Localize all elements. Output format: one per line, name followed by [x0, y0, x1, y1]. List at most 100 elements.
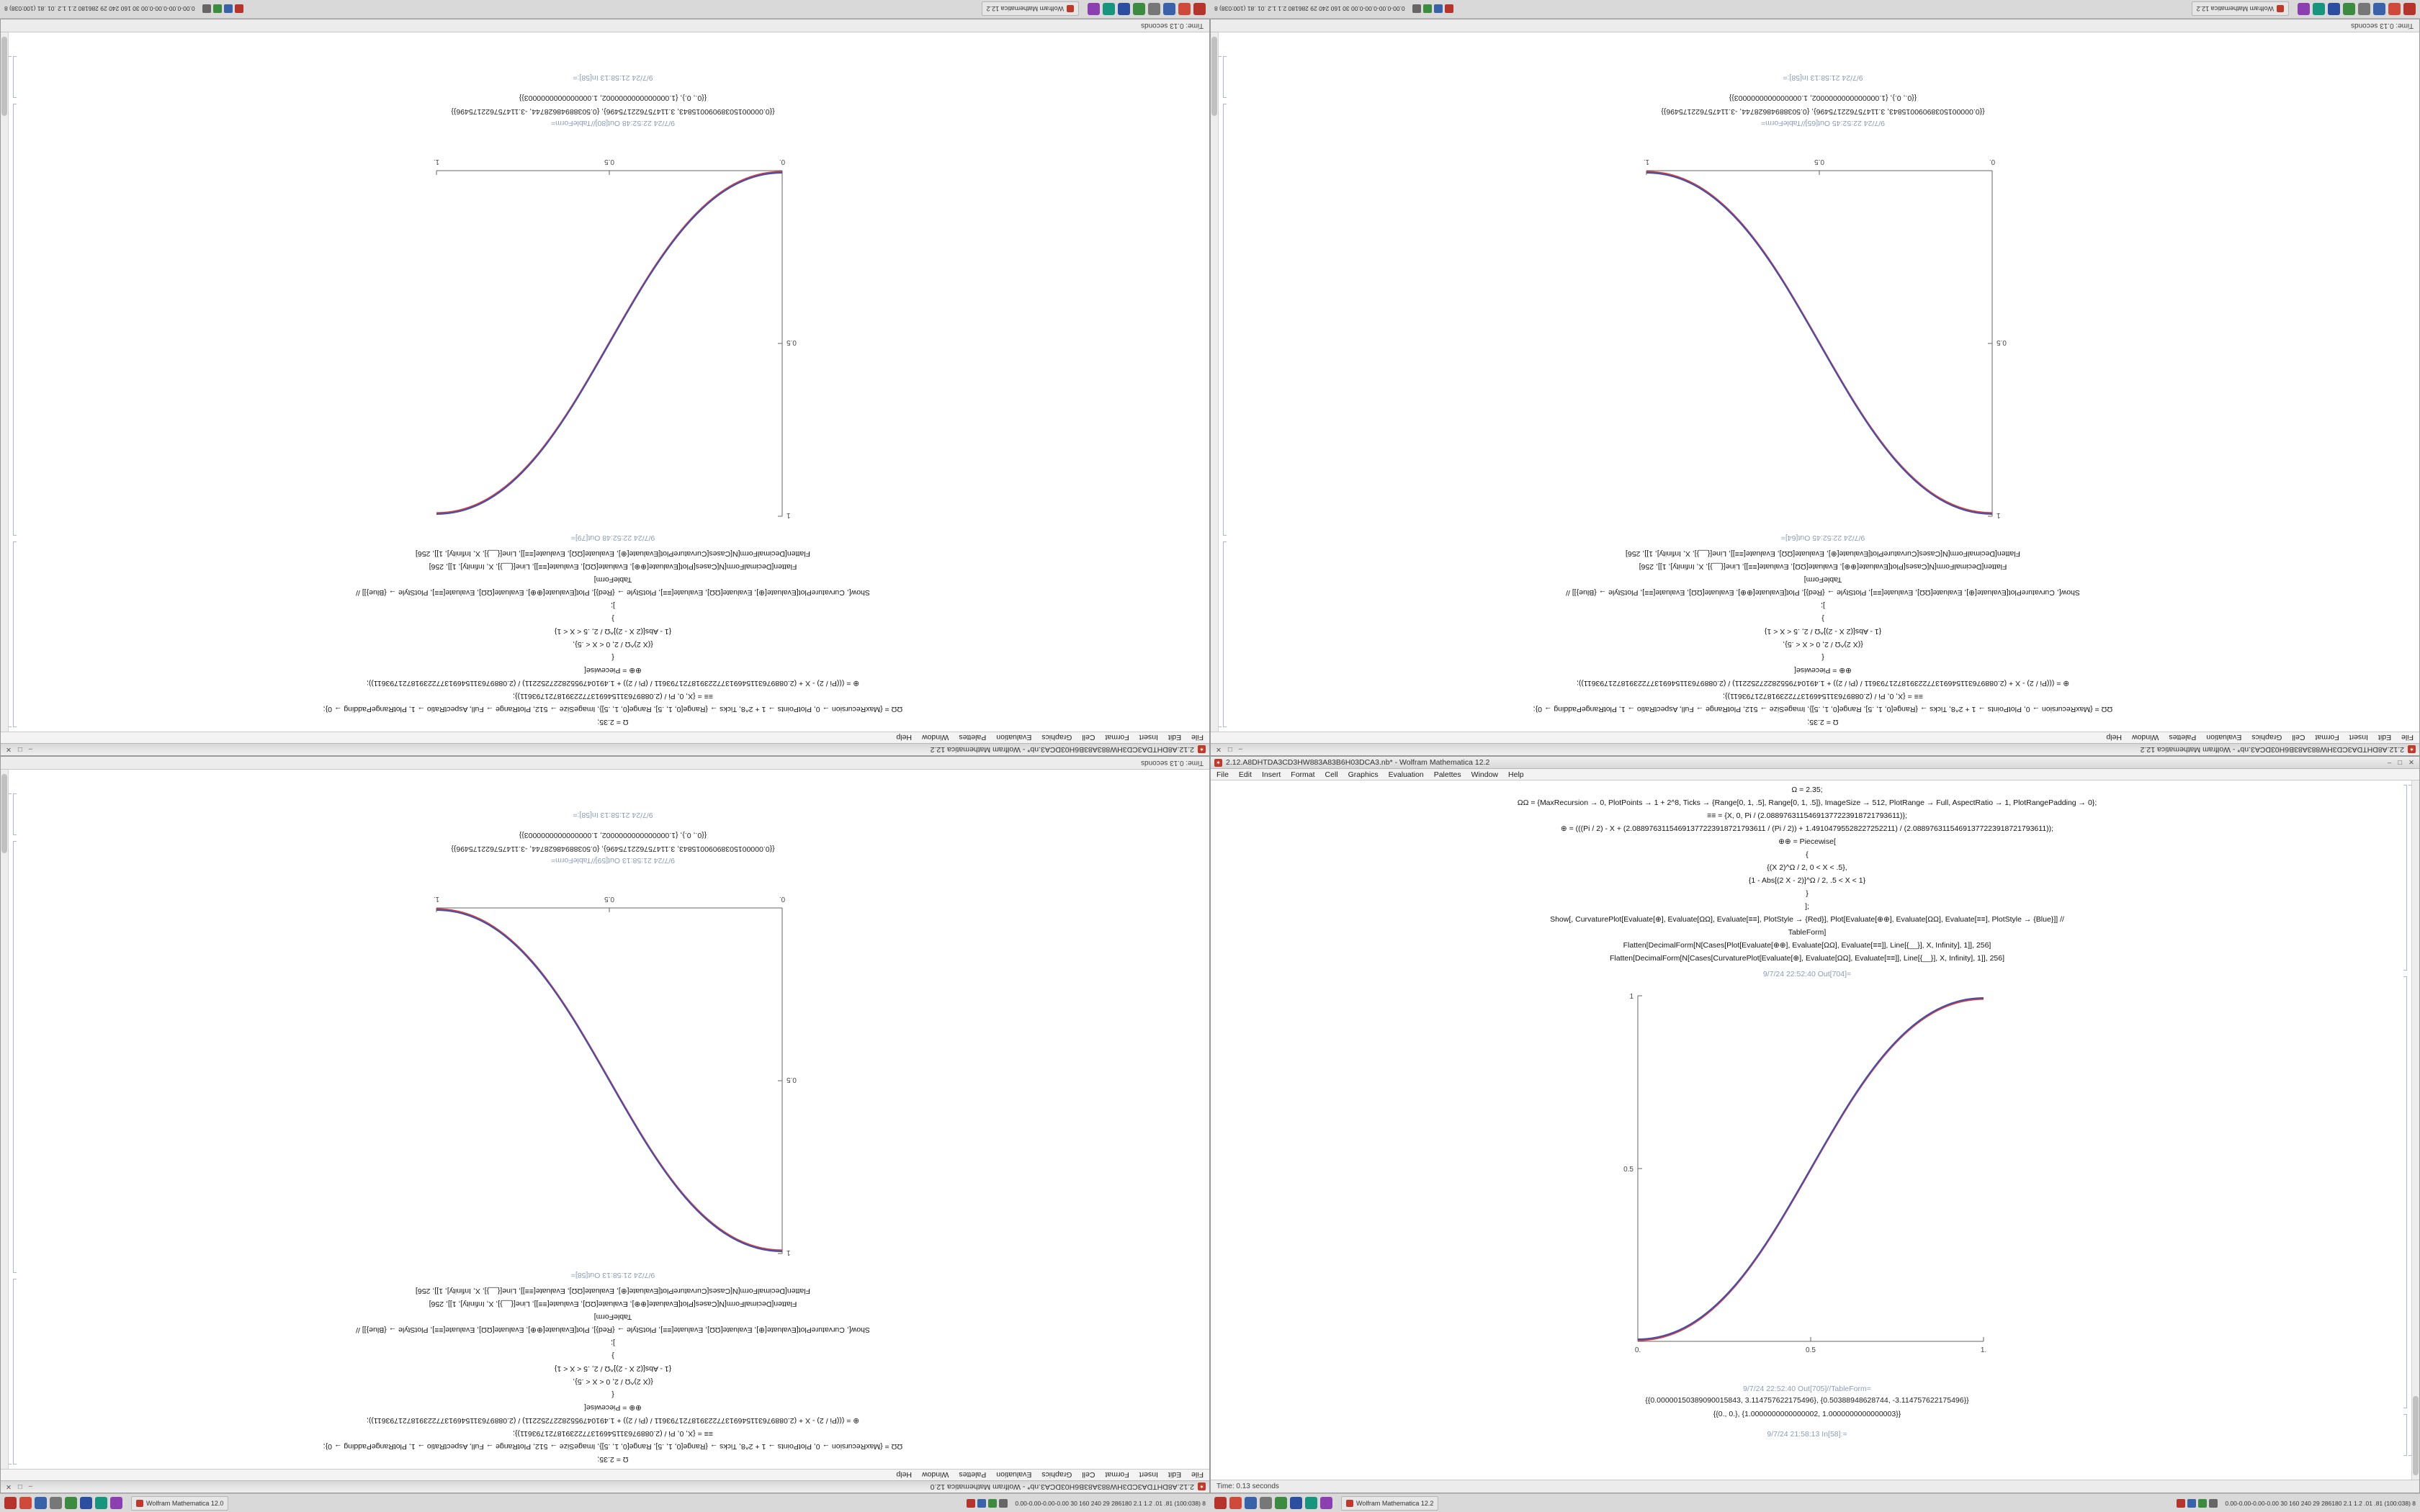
tray-icon[interactable] — [1412, 4, 1421, 14]
cell-bracket-plot[interactable] — [13, 104, 17, 536]
taskbar-app-icon[interactable] — [110, 1497, 122, 1509]
cell-bracket-code[interactable] — [13, 541, 17, 727]
tray-icon[interactable] — [2198, 1498, 2208, 1508]
menu-item[interactable]: Cell — [1082, 733, 1095, 742]
cell-bracket-code[interactable] — [1223, 541, 1227, 727]
tray-icon[interactable] — [1433, 4, 1443, 14]
cell-bracket-output[interactable] — [2403, 1414, 2407, 1456]
taskbar-app-icon[interactable] — [1178, 3, 1191, 15]
menu-item[interactable]: Window — [1471, 770, 1499, 779]
close-button[interactable]: ✕ — [1216, 745, 1222, 754]
scrollbar-thumb[interactable] — [2413, 1396, 2419, 1475]
menu-item[interactable]: Edit — [2378, 733, 2392, 742]
taskbar-app-icon[interactable] — [4, 1497, 17, 1509]
cell-bracket-output[interactable] — [1223, 56, 1227, 98]
vertical-scrollbar[interactable] — [2411, 780, 2419, 1480]
code-cell[interactable]: Ω = 2.35; ΩΩ = {MaxRecursion → 0, PlotPoi… — [17, 547, 1209, 729]
taskbar-app-icon[interactable] — [1214, 1497, 1227, 1509]
minimize-button[interactable]: – — [28, 745, 33, 754]
taskbar-app-icon[interactable] — [1290, 1497, 1302, 1509]
menu-item[interactable]: Help — [1508, 770, 1524, 779]
taskbar-app-icon[interactable] — [1275, 1497, 1287, 1509]
menu-item[interactable]: Evaluation — [2206, 733, 2242, 742]
taskbar-window-button[interactable]: Wolfram Mathematica 12.2 — [2191, 1, 2289, 17]
code-cell[interactable]: Ω = 2.35; ΩΩ = {MaxRecursion → 0, PlotPoi… — [1211, 783, 2403, 965]
maximize-button[interactable]: □ — [1227, 745, 1232, 754]
menu-item[interactable]: Palettes — [959, 733, 987, 742]
taskbar-app-icon[interactable] — [1088, 3, 1100, 15]
taskbar-app-icon[interactable] — [2373, 3, 2385, 15]
menu-item[interactable]: Graphics — [1041, 733, 1072, 742]
taskbar-app-icon[interactable] — [1305, 1497, 1317, 1509]
window-titlebar[interactable]: ✶ 2.12.A8DHTDA3CD3HW883A83B6H03DCA3.nb* … — [1211, 743, 2419, 755]
scrollbar-thumb[interactable] — [1, 774, 7, 853]
vertical-scrollbar[interactable] — [1, 770, 9, 1469]
tray-icon[interactable] — [212, 4, 222, 14]
close-button[interactable]: ✕ — [6, 745, 12, 754]
menu-item[interactable]: Graphics — [2251, 733, 2282, 742]
menu-item[interactable]: Palettes — [959, 1470, 987, 1480]
menu-item[interactable]: Help — [896, 1470, 912, 1480]
taskbar-window-button[interactable]: Wolfram Mathematica 12.0 — [131, 1495, 229, 1511]
taskbar-app-icon[interactable] — [35, 1497, 47, 1509]
menu-item[interactable]: Insert — [1139, 1470, 1158, 1480]
tray-icon[interactable] — [2209, 1498, 2218, 1508]
menu-item[interactable]: Insert — [1262, 770, 1281, 779]
menu-item[interactable]: Window — [2131, 733, 2159, 742]
cell-bracket-output[interactable] — [13, 793, 17, 835]
cell-bracket-code[interactable] — [2403, 785, 2407, 971]
taskbar-app-icon[interactable] — [80, 1497, 92, 1509]
taskbar-app-icon[interactable] — [1229, 1497, 1242, 1509]
taskbar-app-icon[interactable] — [65, 1497, 77, 1509]
notebook-content[interactable]: Ω = 2.35; ΩΩ = {MaxRecursion → 0, PlotPoi… — [1, 770, 1209, 1469]
menu-item[interactable]: Evaluation — [1388, 770, 1424, 779]
notebook-content[interactable]: Ω = 2.35; ΩΩ = {MaxRecursion → 0, PlotPoi… — [1, 32, 1209, 732]
menu-item[interactable]: Graphics — [1348, 770, 1379, 779]
cell-bracket-plot[interactable] — [1223, 104, 1227, 536]
taskbar-app-icon[interactable] — [1133, 3, 1145, 15]
taskbar-app-icon[interactable] — [2388, 3, 2401, 15]
tray-icon[interactable] — [967, 1498, 976, 1508]
menu-item[interactable]: Cell — [1082, 1470, 1095, 1480]
tray-icon[interactable] — [988, 1498, 998, 1508]
menu-item[interactable]: Insert — [2349, 733, 2368, 742]
code-cell[interactable]: Ω = 2.35; ΩΩ = {MaxRecursion → 0, PlotPoi… — [17, 1284, 1209, 1466]
menu-item[interactable]: File — [1216, 770, 1229, 779]
menu-item[interactable]: Window — [921, 1470, 949, 1480]
taskbar-window-button[interactable]: Wolfram Mathematica 12.2 — [981, 1, 1079, 17]
window-titlebar[interactable]: ✶ 2.12.A8DHTDA3CD3HW883A83B6H03DCA3.nb* … — [1, 1480, 1209, 1493]
taskbar-app-icon[interactable] — [2298, 3, 2310, 15]
tray-icon[interactable] — [2187, 1498, 2197, 1508]
taskbar-app-icon[interactable] — [2343, 3, 2355, 15]
menu-item[interactable]: File — [1191, 1470, 1204, 1480]
menu-item[interactable]: Help — [896, 733, 912, 742]
taskbar-app-icon[interactable] — [50, 1497, 62, 1509]
minimize-button[interactable]: – — [1238, 745, 1243, 754]
menu-item[interactable]: Edit — [1168, 1470, 1182, 1480]
taskbar-app-icon[interactable] — [1193, 3, 1206, 15]
menu-item[interactable]: Palettes — [2169, 733, 2197, 742]
minimize-button[interactable]: – — [28, 1482, 33, 1491]
taskbar-app-icon[interactable] — [1320, 1497, 1332, 1509]
cell-bracket-output[interactable] — [13, 56, 17, 98]
cell-bracket-plot[interactable] — [13, 841, 17, 1273]
menu-item[interactable]: Edit — [1168, 733, 1182, 742]
menu-item[interactable]: Window — [921, 733, 949, 742]
window-titlebar[interactable]: ✶ 2.12.A8DHTDA3CD3HW883A83B6H03DCA3.nb* … — [1, 743, 1209, 755]
scrollbar-thumb[interactable] — [1211, 37, 1217, 116]
menu-item[interactable]: Format — [1105, 1470, 1129, 1480]
maximize-button[interactable]: □ — [2398, 758, 2403, 767]
close-button[interactable]: ✕ — [6, 1482, 12, 1491]
taskbar-app-icon[interactable] — [2358, 3, 2370, 15]
menu-item[interactable]: File — [2401, 733, 2414, 742]
notebook-content[interactable]: Ω = 2.35; ΩΩ = {MaxRecursion → 0, PlotPoi… — [1211, 780, 2419, 1480]
taskbar-app-icon[interactable] — [1148, 3, 1160, 15]
tray-icon[interactable] — [223, 4, 233, 14]
tray-icon[interactable] — [202, 4, 211, 14]
menu-item[interactable]: Edit — [1238, 770, 1252, 779]
cell-bracket-plot[interactable] — [2403, 976, 2407, 1408]
notebook-content[interactable]: Ω = 2.35; ΩΩ = {MaxRecursion → 0, PlotPoi… — [1211, 32, 2419, 732]
taskbar-app-icon[interactable] — [2403, 3, 2416, 15]
menu-item[interactable]: Format — [2315, 733, 2339, 742]
cell-bracket-code[interactable] — [13, 1279, 17, 1464]
